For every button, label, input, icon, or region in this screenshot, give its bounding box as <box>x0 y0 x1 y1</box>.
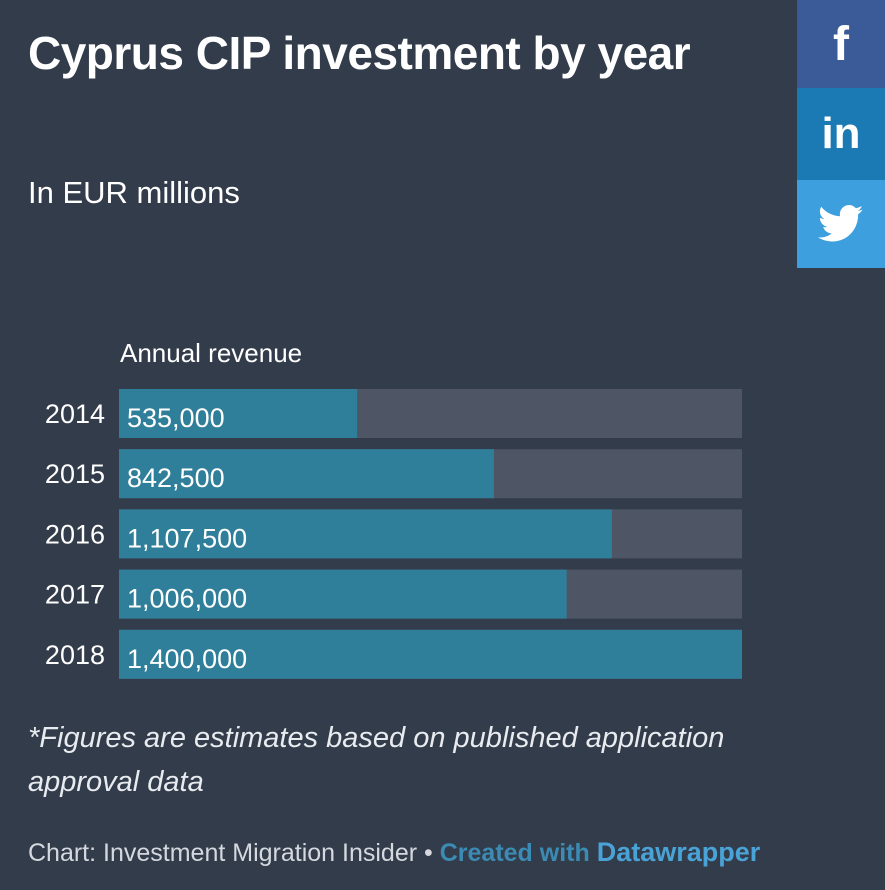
bar-2014 <box>119 389 358 438</box>
category-label-2014: 2014 <box>45 399 105 429</box>
value-label-2015: 842,500 <box>127 463 225 493</box>
facebook-share-button[interactable]: f <box>797 0 885 88</box>
linkedin-icon: in <box>821 109 861 158</box>
category-label-2016: 2016 <box>45 519 105 549</box>
column-header: Annual revenue <box>120 338 303 368</box>
category-label-2015: 2015 <box>45 459 105 489</box>
footnote: *Figures are estimates based on publishe… <box>28 722 725 798</box>
datawrapper-link[interactable]: Datawrapper <box>596 837 761 867</box>
chart-title: Cyprus CIP investment by year <box>28 27 691 79</box>
value-label-2014: 535,000 <box>127 403 225 433</box>
bar-2016 <box>119 509 612 559</box>
value-label-2017: 1,006,000 <box>127 584 247 614</box>
credit-source: Chart: Investment Migration Insider <box>28 839 418 867</box>
value-label-2018: 1,400,000 <box>127 644 247 674</box>
credit-separator: • <box>424 839 433 867</box>
chart-credit: Chart: Investment Migration Insider • Cr… <box>28 836 760 869</box>
twitter-share-button[interactable] <box>797 180 885 268</box>
social-share-bar: f in <box>797 0 885 268</box>
category-label-2017: 2017 <box>45 580 105 610</box>
bar-2018 <box>119 629 742 679</box>
bar-2015 <box>119 449 494 499</box>
facebook-icon: f <box>833 17 849 71</box>
twitter-icon <box>818 205 864 242</box>
category-label-2018: 2018 <box>45 640 105 670</box>
linkedin-share-button[interactable]: in <box>797 88 885 180</box>
bar-2017 <box>119 569 567 619</box>
created-with-link[interactable]: Created with <box>439 839 590 867</box>
chart-subtitle: In EUR millions <box>28 175 240 210</box>
value-label-2016: 1,107,500 <box>127 523 247 553</box>
